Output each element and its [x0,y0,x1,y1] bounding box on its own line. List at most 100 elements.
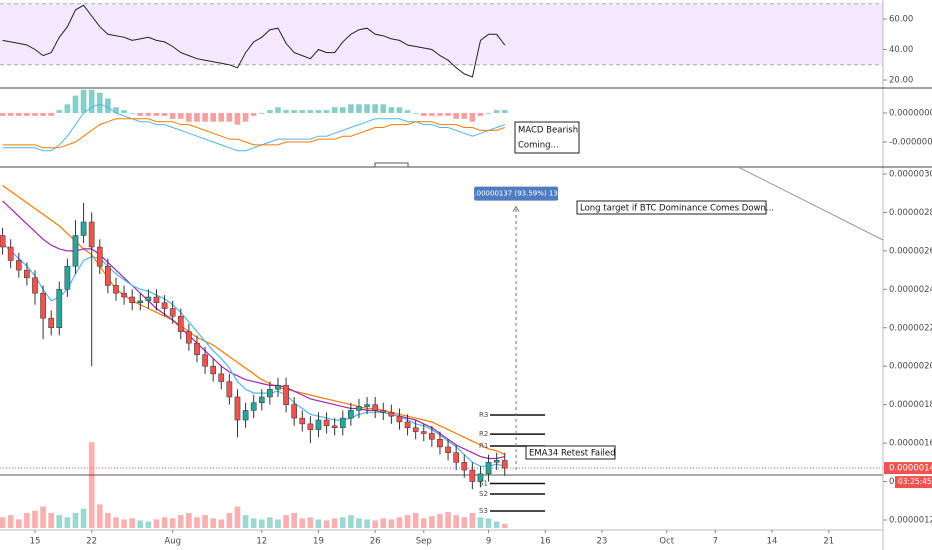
macd-histogram-bar [453,112,459,119]
candle-body [299,417,306,425]
volume-bar [24,512,30,528]
volume-bar [129,518,136,528]
y-tick-label: 0.00000160 [889,439,932,449]
macd-histogram-bar [169,112,176,119]
macd-histogram-bar [218,112,225,122]
y-tick-label: 0.00000180 [889,400,932,410]
volume-bar [194,517,200,528]
macd-histogram-bar [242,112,249,122]
y-tick-label: 0.00000200 [889,362,932,372]
macd-histogram-bar [501,110,508,113]
volume-bar [429,516,435,528]
macd-histogram-bar [88,89,95,113]
volume-bar [210,518,217,528]
macd-histogram-bar [404,110,411,113]
macd-histogram-bar [0,112,6,116]
candle-body [250,402,257,411]
candle-body [493,460,500,463]
volume-bar [307,517,314,528]
pivot-label: S2 [479,490,488,498]
pivot-label: R3 [479,411,488,419]
pivot-label: R2 [479,430,488,438]
macd-histogram-bar [48,112,55,116]
macd-histogram-bar [15,112,22,116]
candle-body [96,246,103,267]
candle-body [420,431,427,434]
candle-body [283,385,289,405]
candle-body [404,421,411,428]
candle-body [258,396,265,403]
macd-histogram-bar [194,112,200,122]
candle-body [242,410,249,421]
volume-bar [404,515,411,528]
annotation-box [576,200,767,215]
annotation-box [525,445,616,460]
y-tick-label: 60.00 [889,15,913,25]
candle-body [80,221,87,236]
volume-bar [348,515,354,528]
macd-histogram-bar [105,98,111,113]
ema-line [2,242,505,467]
candle-body [137,300,144,304]
volume-bar [453,515,459,528]
volume-bar [15,519,22,528]
annotation-text: EMA34 Retest Failed [529,449,615,459]
macd-histogram-bar [113,107,119,113]
macd-histogram-bar [307,110,314,113]
macd-histogram-bar [177,112,184,119]
measure-arrowhead [512,205,520,212]
x-tick-label: 23 [597,537,608,547]
x-tick-label: Sep [416,537,432,547]
candle-body [267,389,273,398]
macd-histogram-bar [210,112,217,122]
candle-body [412,427,419,432]
volume-bar [493,521,500,528]
macd-histogram-bar [80,89,87,113]
candle-body [331,425,338,428]
volume-bar [80,508,87,528]
macd-histogram-bar [267,110,273,113]
volume-bar [186,512,192,528]
macd-histogram-bar [275,107,281,113]
candle-body [40,292,46,319]
x-tick-label: 15 [30,537,41,547]
candle-body [64,265,71,290]
volume-bar [121,519,127,528]
candle-body [348,410,354,419]
y-tick-label: 0.00000220 [889,323,932,333]
macd-histogram-bar [234,112,241,125]
macd-histogram-bar [299,110,306,113]
macd-histogram-bar [364,104,370,113]
macd-line [2,103,505,152]
x-tick-label: Aug [164,537,181,547]
volume-bar [445,511,451,528]
macd-histogram-bar [291,110,298,113]
volume-bar [48,512,55,528]
volume-bar [177,515,184,528]
macd-histogram-bar [137,112,144,116]
measure-badge [474,186,559,201]
volume-bar [218,519,225,528]
volume-bar [331,518,338,528]
candle-body [56,289,63,329]
candle-body [129,296,136,304]
candle-body [210,365,217,375]
volume-bar [469,512,476,528]
x-tick-label: 12 [256,537,267,547]
ema-line [2,200,505,460]
macd-histogram-bar [339,107,346,113]
annotation-text: MACD Bearish [518,126,578,136]
volume-bar [40,506,46,528]
candle-body [0,235,6,248]
volume-bar [153,519,160,528]
macd-histogram-bar [250,112,257,116]
macd-histogram-bar [64,104,71,113]
y-tick-label: 0.00000240 [889,285,932,295]
volume-bar [105,512,111,528]
x-tick-label: 26 [370,537,381,547]
volume-bar [380,518,387,528]
y-tick-label: 0.00000280 [889,208,932,218]
pivot-label: R1 [479,442,488,450]
volume-bar [64,517,71,528]
